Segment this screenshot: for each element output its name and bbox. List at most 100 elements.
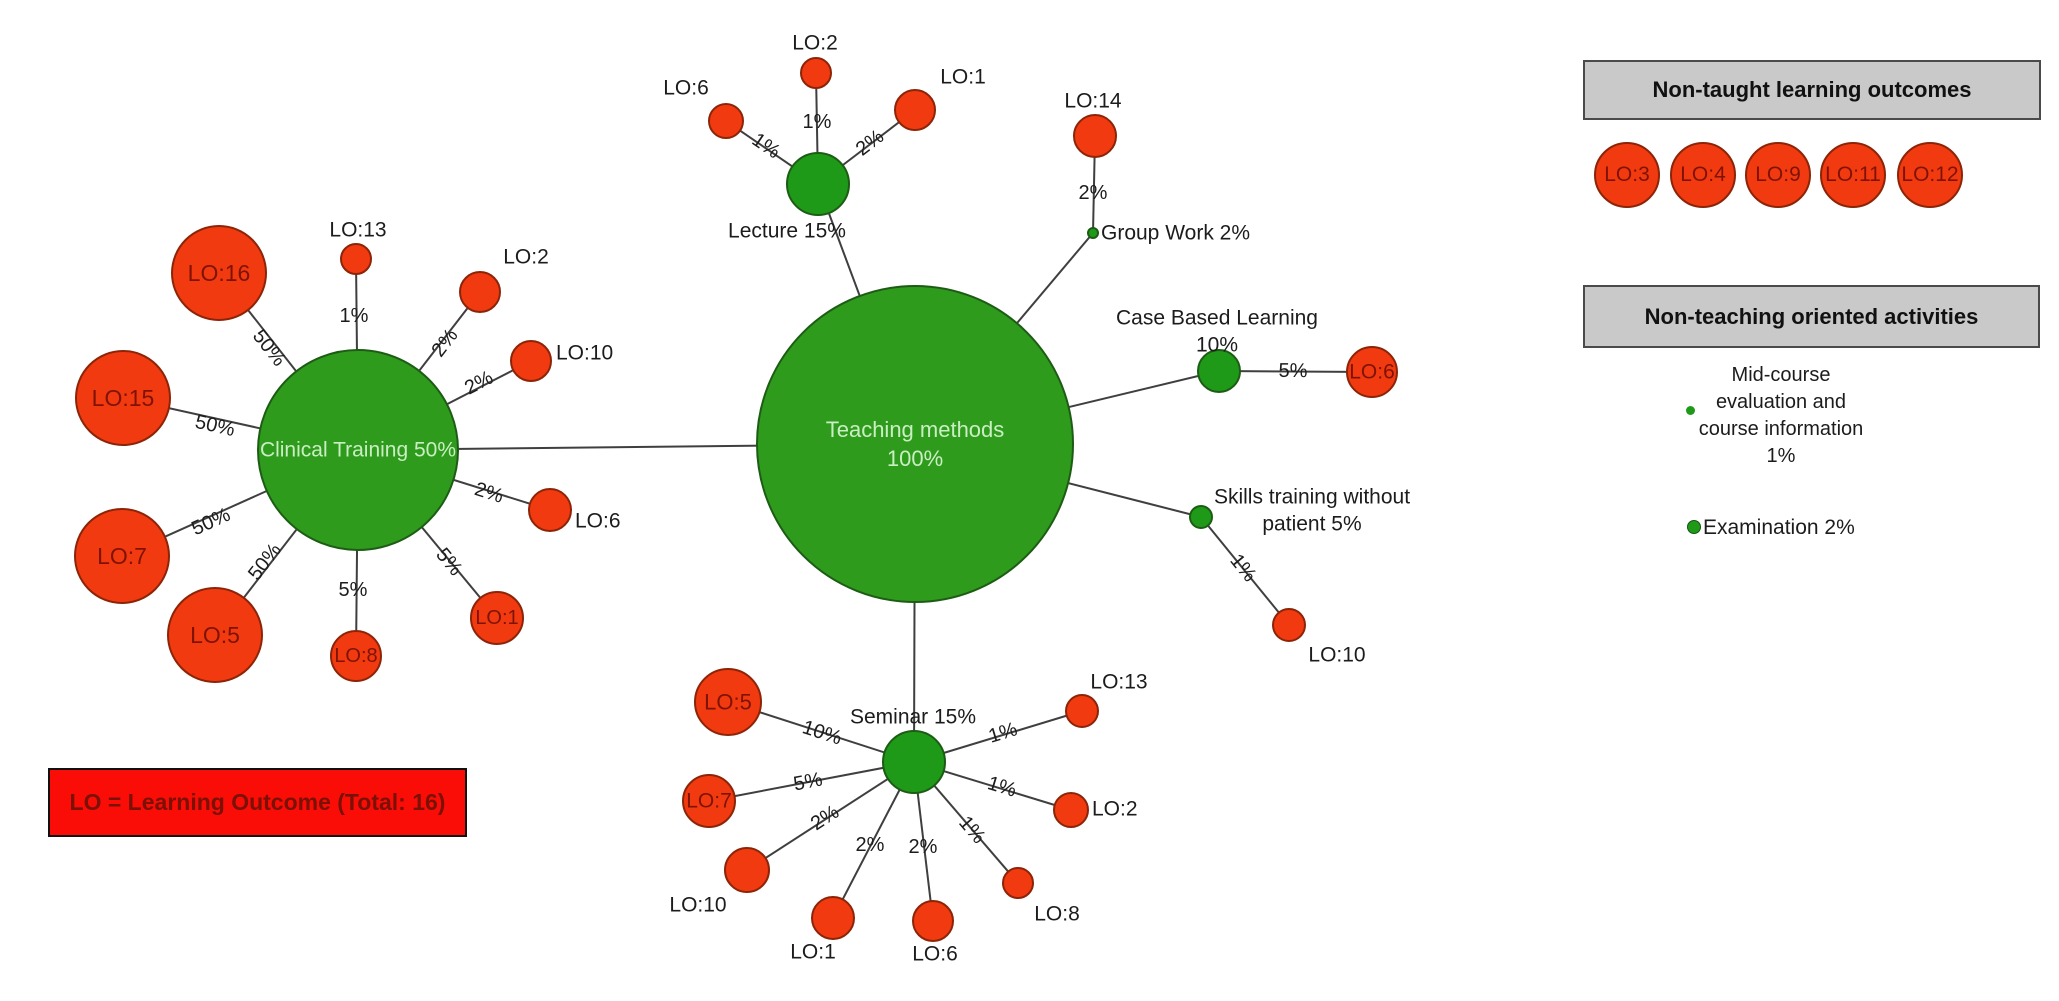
edge-weight-lecture-lec_lo2: 1% <box>803 111 832 133</box>
node-teaching-circle <box>756 285 1074 603</box>
mid-course-line-3: course information <box>1698 418 1864 440</box>
edge-weight-skills-skills_lo10: 1% <box>1225 550 1260 586</box>
node-sem_lo7-label: LO:7 <box>686 790 732 813</box>
node-clin_lo15-circle <box>75 350 171 446</box>
node-teaching-label: 100% <box>887 446 943 471</box>
legend-outcome-lo3: LO:3 <box>1594 142 1660 208</box>
legend-outcome-lo4: LO:4 <box>1670 142 1736 208</box>
edge-weight-seminar-sem_lo2: 1% <box>985 772 1019 802</box>
node-sem_lo2-label: LO:2 <box>1092 798 1138 821</box>
node-clinical-label: Clinical Training 50% <box>260 439 456 462</box>
edge-skills-skills_lo10 <box>1200 516 1290 626</box>
node-cbl-circle <box>1197 349 1241 393</box>
node-cbl_lo6-label: LO:6 <box>1349 361 1395 384</box>
edge-weight-seminar-sem_lo1: 2% <box>856 834 885 856</box>
edge-weight-clinical-clin_lo7: 50% <box>188 504 234 541</box>
edge-weight-clinical-clin_lo16: 50% <box>248 325 290 370</box>
node-groupwork-label: Group Work 2% <box>1101 222 1250 245</box>
edge-seminar-sem_lo7 <box>708 761 915 802</box>
legend-non-taught-header: Non-taught learning outcomes <box>1583 60 2041 120</box>
node-sem_lo13-label: LO:13 <box>1090 671 1147 694</box>
node-clinical-circle <box>257 349 459 551</box>
edge-weight-clinical-clin_lo5: 50% <box>244 539 286 584</box>
legend-outcome-lo9: LO:9 <box>1745 142 1811 208</box>
node-sem_lo1-label: LO:1 <box>790 941 836 964</box>
node-sem_lo7-circle <box>682 774 736 828</box>
node-sem_lo6-circle <box>912 900 954 942</box>
node-lo14-label: LO:14 <box>1064 90 1122 113</box>
node-sem_lo6-label: LO:6 <box>912 943 958 966</box>
edge-weight-clinical-clin_lo13: 1% <box>340 305 369 327</box>
node-clin_lo13-label: LO:13 <box>329 219 386 242</box>
node-skills-label: patient 5% <box>1262 513 1361 536</box>
node-lecture-circle <box>786 152 850 216</box>
node-clin_lo7-label: LO:7 <box>97 543 147 569</box>
examination-dot-icon <box>1687 520 1701 534</box>
node-sem_lo8-circle <box>1002 867 1034 899</box>
node-cbl-label: 10% <box>1196 334 1238 357</box>
node-clin_lo5-label: LO:5 <box>190 622 240 648</box>
mid-course-dot-icon <box>1686 406 1695 415</box>
node-lec_lo2-label: LO:2 <box>792 32 838 55</box>
edge-seminar-sem_lo10 <box>746 761 915 871</box>
edge-weight-seminar-sem_lo6: 2% <box>909 836 938 858</box>
examination-label: Examination 2% <box>1703 516 1855 539</box>
edge-weight-seminar-sem_lo5: 10% <box>800 716 845 749</box>
node-clin_lo2-circle <box>459 271 501 313</box>
node-clin_lo16-label: LO:16 <box>188 260 251 286</box>
lo-key-note-box: LO = Learning Outcome (Total: 16) <box>48 768 467 837</box>
node-clin_lo10-label: LO:10 <box>556 342 613 365</box>
node-teaching-label: Teaching methods <box>826 417 1005 442</box>
node-sem_lo8-label: LO:8 <box>1034 903 1080 926</box>
node-clin_lo8-label: LO:8 <box>334 645 377 667</box>
node-seminar-circle <box>882 730 946 794</box>
node-sem_lo5-label: LO:5 <box>704 690 752 715</box>
node-clin_lo1-circle <box>470 591 524 645</box>
legend-outcome-lo12: LO:12 <box>1897 142 1963 208</box>
edge-weight-clinical-clin_lo15: 50% <box>193 411 237 441</box>
node-lec_lo1-label: LO:1 <box>940 66 986 89</box>
node-skills_lo10-label: LO:10 <box>1308 644 1365 667</box>
node-cbl-label: Case Based Learning <box>1116 307 1318 330</box>
node-clin_lo1-label: LO:1 <box>475 607 518 629</box>
edge-weight-seminar-sem_lo7: 5% <box>792 768 825 795</box>
node-clin_lo15-label: LO:15 <box>92 385 155 411</box>
node-sem_lo5-circle <box>694 668 762 736</box>
node-clin_lo8-circle <box>330 630 382 682</box>
edge-weight-clinical-clin_lo6: 2% <box>472 478 506 508</box>
node-skills_lo10-circle <box>1272 608 1306 642</box>
mid-course-line-1: Mid-course <box>1731 364 1831 386</box>
node-cbl_lo6-circle <box>1346 346 1398 398</box>
node-clin_lo10-circle <box>510 340 552 382</box>
node-seminar-label: Seminar 15% <box>850 706 976 729</box>
node-lec_lo2-circle <box>800 57 832 89</box>
edge-weight-groupwork-lo14: 2% <box>1079 182 1108 204</box>
edge-weight-clinical-clin_lo8: 5% <box>339 579 368 601</box>
node-clin_lo7-circle <box>74 508 170 604</box>
node-lo14-circle <box>1073 114 1117 158</box>
node-clin_lo16-circle <box>171 225 267 321</box>
legend-non-teaching-header: Non-teaching oriented activities <box>1583 285 2040 348</box>
node-clin_lo6-circle <box>528 488 572 532</box>
legend-outcome-lo11: LO:11 <box>1820 142 1886 208</box>
edge-weight-cbl-cbl_lo6: 5% <box>1278 360 1307 382</box>
node-clin_lo6-label: LO:6 <box>575 510 621 533</box>
node-clin_lo13-circle <box>340 243 372 275</box>
mid-course-label: Mid-course evaluation and course informa… <box>1661 362 1901 470</box>
node-skills-circle <box>1189 505 1213 529</box>
node-lec_lo1-circle <box>894 89 936 131</box>
node-clin_lo2-label: LO:2 <box>503 246 549 269</box>
node-skills-label: Skills training without <box>1214 486 1410 509</box>
node-sem_lo10-label: LO:10 <box>669 894 726 917</box>
node-sem_lo13-circle <box>1065 694 1099 728</box>
node-sem_lo2-circle <box>1053 792 1089 828</box>
mid-course-line-4: 1% <box>1766 445 1796 467</box>
edge-weight-clinical-clin_lo2: 2% <box>427 325 462 361</box>
node-groupwork-circle <box>1087 227 1099 239</box>
node-clin_lo5-circle <box>167 587 263 683</box>
node-lec_lo6-label: LO:6 <box>663 77 709 100</box>
edge-weight-seminar-sem_lo13: 1% <box>986 718 1020 748</box>
edge-weight-seminar-sem_lo10: 2% <box>807 801 843 835</box>
